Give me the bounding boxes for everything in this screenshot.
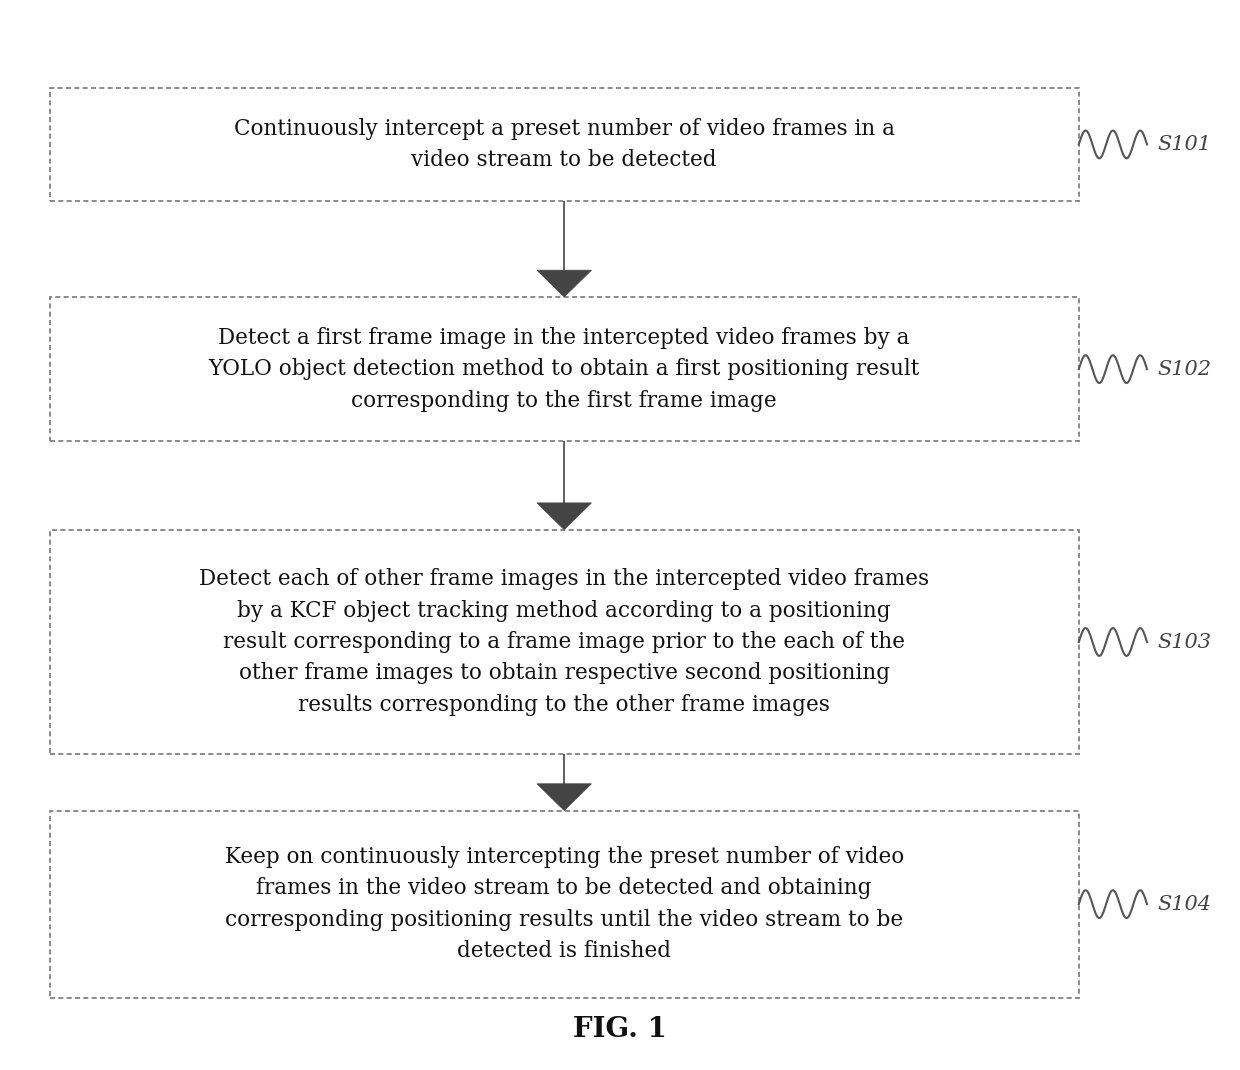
FancyBboxPatch shape xyxy=(50,811,1079,997)
Text: Detect a first frame image in the intercepted video frames by a
YOLO object dete: Detect a first frame image in the interc… xyxy=(208,326,920,412)
Polygon shape xyxy=(537,783,591,811)
Text: S101: S101 xyxy=(1157,135,1211,154)
Text: Continuously intercept a preset number of video frames in a
video stream to be d: Continuously intercept a preset number o… xyxy=(233,118,895,171)
Text: Detect each of other frame images in the intercepted video frames
by a KCF objec: Detect each of other frame images in the… xyxy=(200,568,929,716)
Text: S102: S102 xyxy=(1157,360,1211,379)
Polygon shape xyxy=(537,270,591,296)
Text: FIG. 1: FIG. 1 xyxy=(573,1015,667,1043)
Text: S103: S103 xyxy=(1157,632,1211,652)
FancyBboxPatch shape xyxy=(50,296,1079,441)
FancyBboxPatch shape xyxy=(50,530,1079,754)
Text: S104: S104 xyxy=(1157,895,1211,914)
Text: Keep on continuously intercepting the preset number of video
frames in the video: Keep on continuously intercepting the pr… xyxy=(224,846,904,962)
Polygon shape xyxy=(537,503,591,530)
FancyBboxPatch shape xyxy=(50,88,1079,201)
